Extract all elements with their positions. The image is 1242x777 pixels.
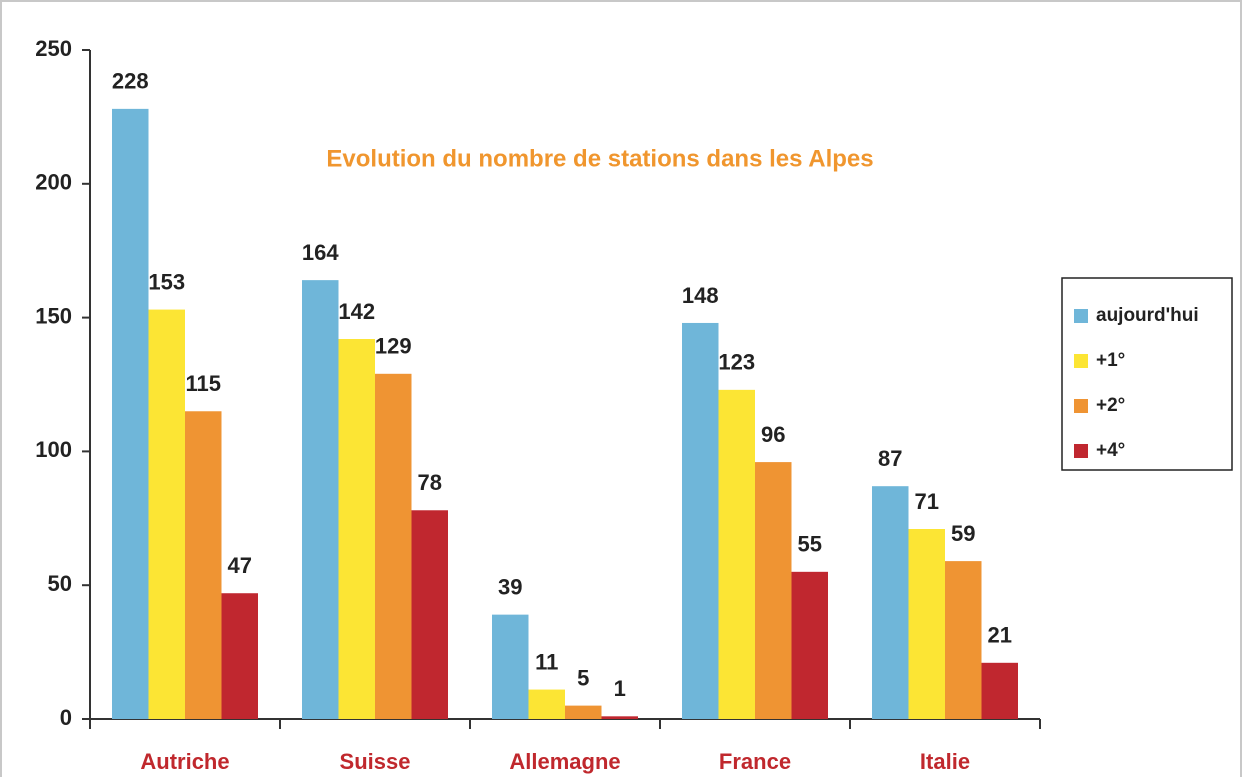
bar: [682, 322, 719, 719]
value-label: 5: [577, 665, 589, 690]
x-tick-label: Suisse: [340, 749, 411, 774]
legend-label: +4°: [1096, 440, 1125, 461]
legend-swatch: [1074, 399, 1088, 413]
y-tick-label: 50: [48, 571, 72, 596]
legend-swatch: [1074, 354, 1088, 368]
bar: [148, 309, 185, 719]
value-label: 39: [498, 574, 522, 599]
value-label: 123: [718, 350, 755, 375]
legend-swatch: [1074, 444, 1088, 458]
value-label: 115: [186, 371, 222, 396]
bar: [565, 705, 602, 719]
value-label: 78: [418, 470, 442, 495]
bar: [221, 593, 258, 719]
bar: [112, 108, 149, 719]
bar: [338, 339, 375, 719]
bar: [302, 280, 339, 719]
value-label: 71: [915, 489, 939, 514]
bar: [492, 614, 529, 719]
bar: [528, 689, 565, 719]
value-label: 47: [228, 553, 252, 578]
bar: [185, 411, 222, 719]
x-tick-label: Italie: [920, 749, 970, 774]
legend-label: +1°: [1096, 350, 1125, 371]
x-tick-label: France: [719, 749, 791, 774]
legend-swatch: [1074, 309, 1088, 323]
bar: [908, 529, 945, 719]
bar: [755, 462, 792, 719]
legend-label: aujourd'hui: [1096, 305, 1199, 326]
x-tick-label: Allemagne: [509, 749, 620, 774]
bar: [411, 510, 448, 719]
y-tick-label: 100: [35, 437, 72, 462]
bar: [375, 373, 412, 719]
value-label: 142: [338, 299, 375, 324]
value-label: 55: [798, 532, 822, 557]
bar: [872, 486, 909, 719]
value-label: 164: [302, 240, 339, 265]
y-tick-label: 200: [35, 170, 72, 195]
x-tick-label: Autriche: [140, 749, 229, 774]
value-label: 1: [614, 676, 626, 701]
y-tick-label: 150: [35, 303, 72, 328]
bar: [601, 716, 638, 719]
y-tick-label: 250: [35, 36, 72, 61]
bar: [945, 561, 982, 719]
value-label: 21: [988, 623, 1012, 648]
legend-label: +2°: [1096, 395, 1125, 416]
value-label: 148: [682, 283, 719, 308]
value-label: 87: [878, 446, 902, 471]
legend-box: [1061, 277, 1233, 471]
value-label: 11: [535, 649, 558, 674]
bar: [791, 571, 828, 719]
chart-title: Evolution du nombre de stations dans les…: [326, 145, 873, 172]
bar: [981, 662, 1018, 719]
y-tick-label: 0: [60, 705, 72, 730]
value-label: 59: [951, 521, 975, 546]
value-label: 96: [761, 422, 785, 447]
value-label: 129: [375, 334, 412, 359]
value-label: 153: [148, 269, 185, 294]
value-label: 228: [112, 69, 149, 94]
bar: [718, 389, 755, 719]
